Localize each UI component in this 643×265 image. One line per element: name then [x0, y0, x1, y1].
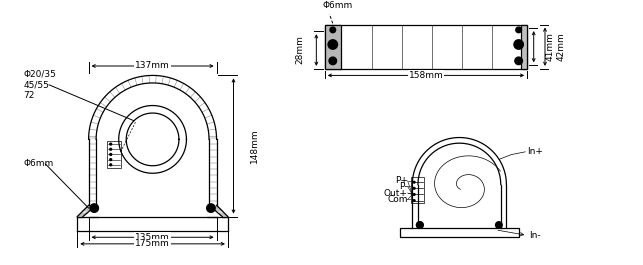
Circle shape: [110, 164, 112, 166]
Circle shape: [110, 159, 112, 161]
Circle shape: [496, 222, 502, 228]
Text: 158mm: 158mm: [408, 71, 443, 80]
Circle shape: [330, 27, 336, 33]
Circle shape: [514, 40, 523, 49]
Circle shape: [417, 222, 423, 228]
Text: Com: Com: [387, 195, 408, 204]
Circle shape: [110, 143, 112, 145]
Circle shape: [328, 40, 338, 49]
Text: 148mm: 148mm: [249, 129, 258, 163]
Circle shape: [417, 222, 423, 228]
Circle shape: [90, 204, 98, 212]
Text: Φ6mm: Φ6mm: [24, 159, 54, 168]
Text: In+: In+: [527, 147, 543, 156]
Circle shape: [413, 194, 415, 195]
Text: 42mm: 42mm: [556, 32, 565, 61]
Circle shape: [516, 27, 521, 33]
Text: Φ20/35
45/55
72: Φ20/35 45/55 72: [24, 69, 57, 100]
Circle shape: [413, 200, 415, 201]
Circle shape: [206, 204, 215, 212]
Text: Φ6mm: Φ6mm: [323, 1, 353, 10]
Bar: [412, 177, 424, 203]
Circle shape: [329, 57, 336, 65]
Text: In-: In-: [529, 231, 541, 240]
Bar: [400, 228, 519, 237]
Text: P-: P-: [399, 182, 408, 191]
Bar: [521, 25, 527, 69]
Text: 28mm: 28mm: [295, 36, 304, 64]
Text: 41mm: 41mm: [545, 32, 554, 61]
Bar: [325, 25, 341, 69]
Circle shape: [413, 187, 415, 189]
Text: P+: P+: [395, 176, 408, 185]
Circle shape: [515, 57, 522, 65]
Text: Out+: Out+: [384, 188, 408, 197]
Text: 175mm: 175mm: [135, 239, 170, 248]
Circle shape: [110, 148, 112, 150]
Circle shape: [413, 181, 415, 183]
Bar: [325, 25, 527, 69]
Text: 135mm: 135mm: [135, 233, 170, 242]
Text: 137mm: 137mm: [135, 61, 170, 70]
Circle shape: [110, 153, 112, 155]
Bar: [107, 141, 121, 168]
